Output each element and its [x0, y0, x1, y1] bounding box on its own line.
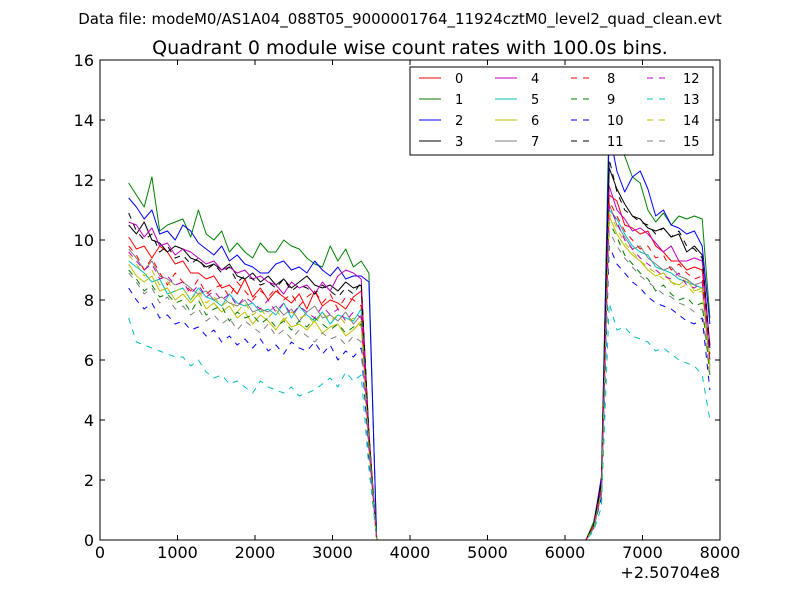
chart-title: Quadrant 0 module wise count rates with …	[152, 37, 668, 59]
x-tick-label: 6000	[545, 543, 586, 562]
legend-label-15: 15	[683, 135, 700, 150]
legend-box	[409, 66, 714, 156]
x-tick-label: 2000	[235, 543, 276, 562]
series-line-15	[128, 230, 711, 541]
series-line-9	[128, 221, 711, 541]
y-tick-label: 2	[84, 471, 94, 490]
legend-label-12: 12	[683, 72, 700, 87]
y-tick-label: 4	[84, 411, 94, 430]
y-tick-label: 14	[74, 111, 94, 130]
legend-label-1: 1	[455, 93, 463, 108]
legend-label-9: 9	[607, 93, 615, 108]
y-tick-label: 0	[84, 531, 94, 550]
legend-label-10: 10	[607, 114, 624, 129]
legend-label-6: 6	[531, 114, 539, 129]
legend-label-11: 11	[607, 135, 624, 150]
y-tick-label: 16	[74, 51, 94, 70]
x-tick-label: 5000	[467, 543, 508, 562]
legend-label-5: 5	[531, 93, 539, 108]
y-tick-label: 10	[74, 231, 94, 250]
series-line-13	[128, 302, 711, 541]
legend-label-3: 3	[455, 135, 463, 150]
x-tick-label: 8000	[700, 543, 741, 562]
legend-label-2: 2	[455, 114, 463, 129]
x-tick-label: 0	[95, 543, 105, 562]
y-tick-label: 8	[84, 291, 94, 310]
series-line-14	[128, 212, 711, 541]
x-tick-label: 3000	[312, 543, 353, 562]
x-tick-label: 7000	[622, 543, 663, 562]
legend-label-4: 4	[531, 72, 539, 87]
legend-label-0: 0	[455, 72, 463, 87]
series-line-10	[128, 245, 711, 541]
y-tick-label: 12	[74, 171, 94, 190]
legend-label-7: 7	[531, 135, 539, 150]
x-offset-label: +2.50704e8	[620, 563, 720, 582]
legend-label-8: 8	[607, 72, 615, 87]
x-tick-label: 1000	[157, 543, 198, 562]
axes-layer: 0 1000 2000 3000 4000 5000 6000 7000 80000246810…	[74, 51, 741, 562]
series-line-11	[128, 158, 711, 541]
supertitle: Data file: modeM0/AS1A04_088T05_90000017…	[78, 10, 722, 29]
legend-label-13: 13	[683, 93, 700, 108]
legend-label-14: 14	[683, 114, 700, 129]
y-tick-label: 6	[84, 351, 94, 370]
x-tick-label: 4000	[390, 543, 431, 562]
plot-frame	[99, 59, 721, 541]
